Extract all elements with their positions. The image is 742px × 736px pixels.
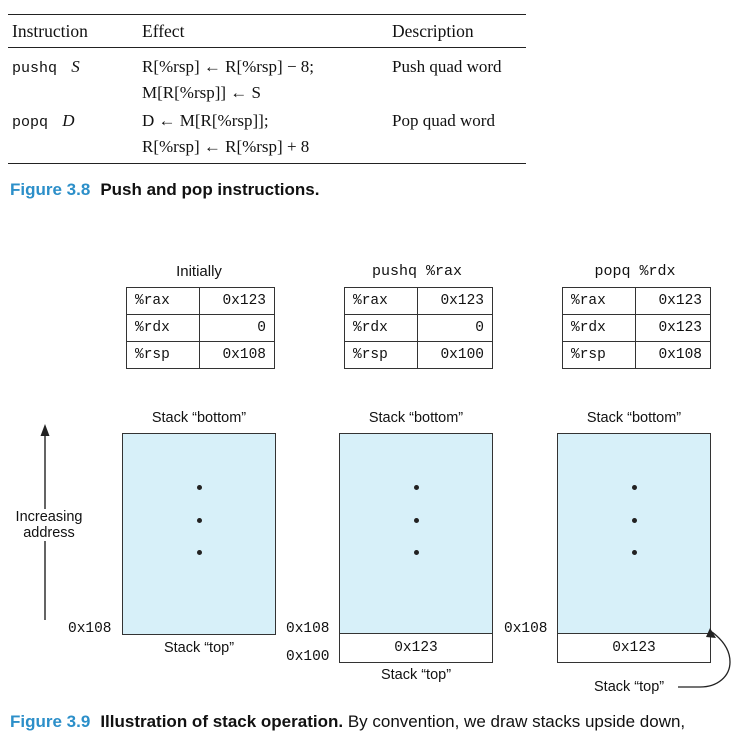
- table-row-popq: popq D: [12, 111, 75, 133]
- address-label: 0x108: [286, 621, 330, 637]
- register-value: 0x123: [199, 287, 275, 315]
- instr-mnemonic: pushq: [12, 60, 58, 77]
- axis-label-line: Increasing: [15, 509, 83, 525]
- stack-region: [122, 433, 276, 635]
- register-table: %rax 0x123 %rdx 0x123 %rsp 0x108: [562, 287, 711, 369]
- curved-pointer-arrow: [678, 628, 731, 688]
- instr-operand: S: [71, 57, 80, 76]
- ellipsis-dot: [414, 550, 419, 555]
- header-instruction: Instruction: [12, 21, 88, 41]
- table-bottom-rule: [8, 163, 526, 164]
- effect-line: R[%rsp] ← R[%rsp] − 8;: [142, 57, 315, 76]
- ellipsis-dot: [197, 550, 202, 555]
- figure-3-9-caption: Figure 3.9 Illustration of stack operatio…: [10, 712, 685, 732]
- stack-top-label: Stack “top”: [594, 679, 665, 695]
- description-cell: Pop quad word: [392, 111, 495, 130]
- address-label: 0x108: [68, 621, 112, 637]
- header-description: Description: [392, 21, 474, 41]
- instr-mnemonic: popq: [12, 114, 49, 131]
- stack-bottom-label: Stack “bottom”: [586, 410, 682, 426]
- description-cell: Push quad word: [392, 57, 502, 76]
- axis-label: Increasing address: [9, 509, 89, 541]
- register-table: %rax 0x123 %rdx 0 %rsp 0x108: [126, 287, 275, 369]
- register-name: %rsp: [344, 341, 418, 369]
- register-name: %rdx: [562, 314, 636, 342]
- ellipsis-dot: [197, 518, 202, 523]
- register-value: 0x123: [417, 287, 493, 315]
- table-row-pushq: pushq S: [12, 57, 80, 79]
- register-name: %rsp: [126, 341, 200, 369]
- stack-slot: 0x123: [557, 633, 711, 663]
- register-value: 0x123: [635, 314, 711, 342]
- address-label: 0x108: [504, 621, 548, 637]
- stack-region: [339, 433, 493, 635]
- figure-title: Illustration of stack operation.: [100, 712, 344, 731]
- stack-top-label: Stack “top”: [163, 640, 235, 656]
- stack-bottom-label: Stack “bottom”: [368, 410, 464, 426]
- stack-slot: 0x123: [339, 633, 493, 663]
- ellipsis-dot: [414, 485, 419, 490]
- register-name: %rax: [562, 287, 636, 315]
- effect-line: D ← M[R[%rsp]];: [142, 111, 269, 130]
- effect-line: R[%rsp] ← R[%rsp] + 8: [142, 137, 310, 156]
- register-value: 0: [417, 314, 493, 342]
- register-name: %rsp: [562, 341, 636, 369]
- header-effect: Effect: [142, 21, 185, 41]
- register-value: 0x100: [417, 341, 493, 369]
- ellipsis-dot: [632, 518, 637, 523]
- figure-number: Figure 3.9: [10, 712, 91, 731]
- instr-operand: D: [62, 111, 75, 130]
- figure-3-8-caption: Figure 3.8 Push and pop instructions.: [10, 180, 319, 200]
- table-top-rule: [8, 14, 526, 15]
- panel-title: Initially: [176, 263, 222, 280]
- register-name: %rax: [126, 287, 200, 315]
- register-value: 0x123: [635, 287, 711, 315]
- register-name: %rdx: [126, 314, 200, 342]
- ellipsis-dot: [632, 550, 637, 555]
- ellipsis-dot: [414, 518, 419, 523]
- effect-line: M[R[%rsp]] ← S: [142, 83, 261, 102]
- register-table: %rax 0x123 %rdx 0 %rsp 0x100: [344, 287, 493, 369]
- ellipsis-dot: [632, 485, 637, 490]
- stack-top-label: Stack “top”: [380, 667, 452, 683]
- table-header-rule: [8, 47, 526, 48]
- axis-label-line: address: [23, 525, 75, 541]
- panel-title: popq %rdx: [594, 263, 676, 280]
- address-label: 0x100: [286, 649, 330, 665]
- figure-number: Figure 3.8: [10, 180, 91, 199]
- stack-region: [557, 433, 711, 635]
- ellipsis-dot: [197, 485, 202, 490]
- register-name: %rdx: [344, 314, 418, 342]
- stack-bottom-label: Stack “bottom”: [151, 410, 247, 426]
- figure-title: Push and pop instructions.: [100, 180, 320, 199]
- register-value: 0x108: [635, 341, 711, 369]
- register-name: %rax: [344, 287, 418, 315]
- register-value: 0: [199, 314, 275, 342]
- figure-caption-text: By convention, we draw stacks upside dow…: [347, 712, 686, 731]
- panel-title: pushq %rax: [371, 263, 462, 280]
- register-value: 0x108: [199, 341, 275, 369]
